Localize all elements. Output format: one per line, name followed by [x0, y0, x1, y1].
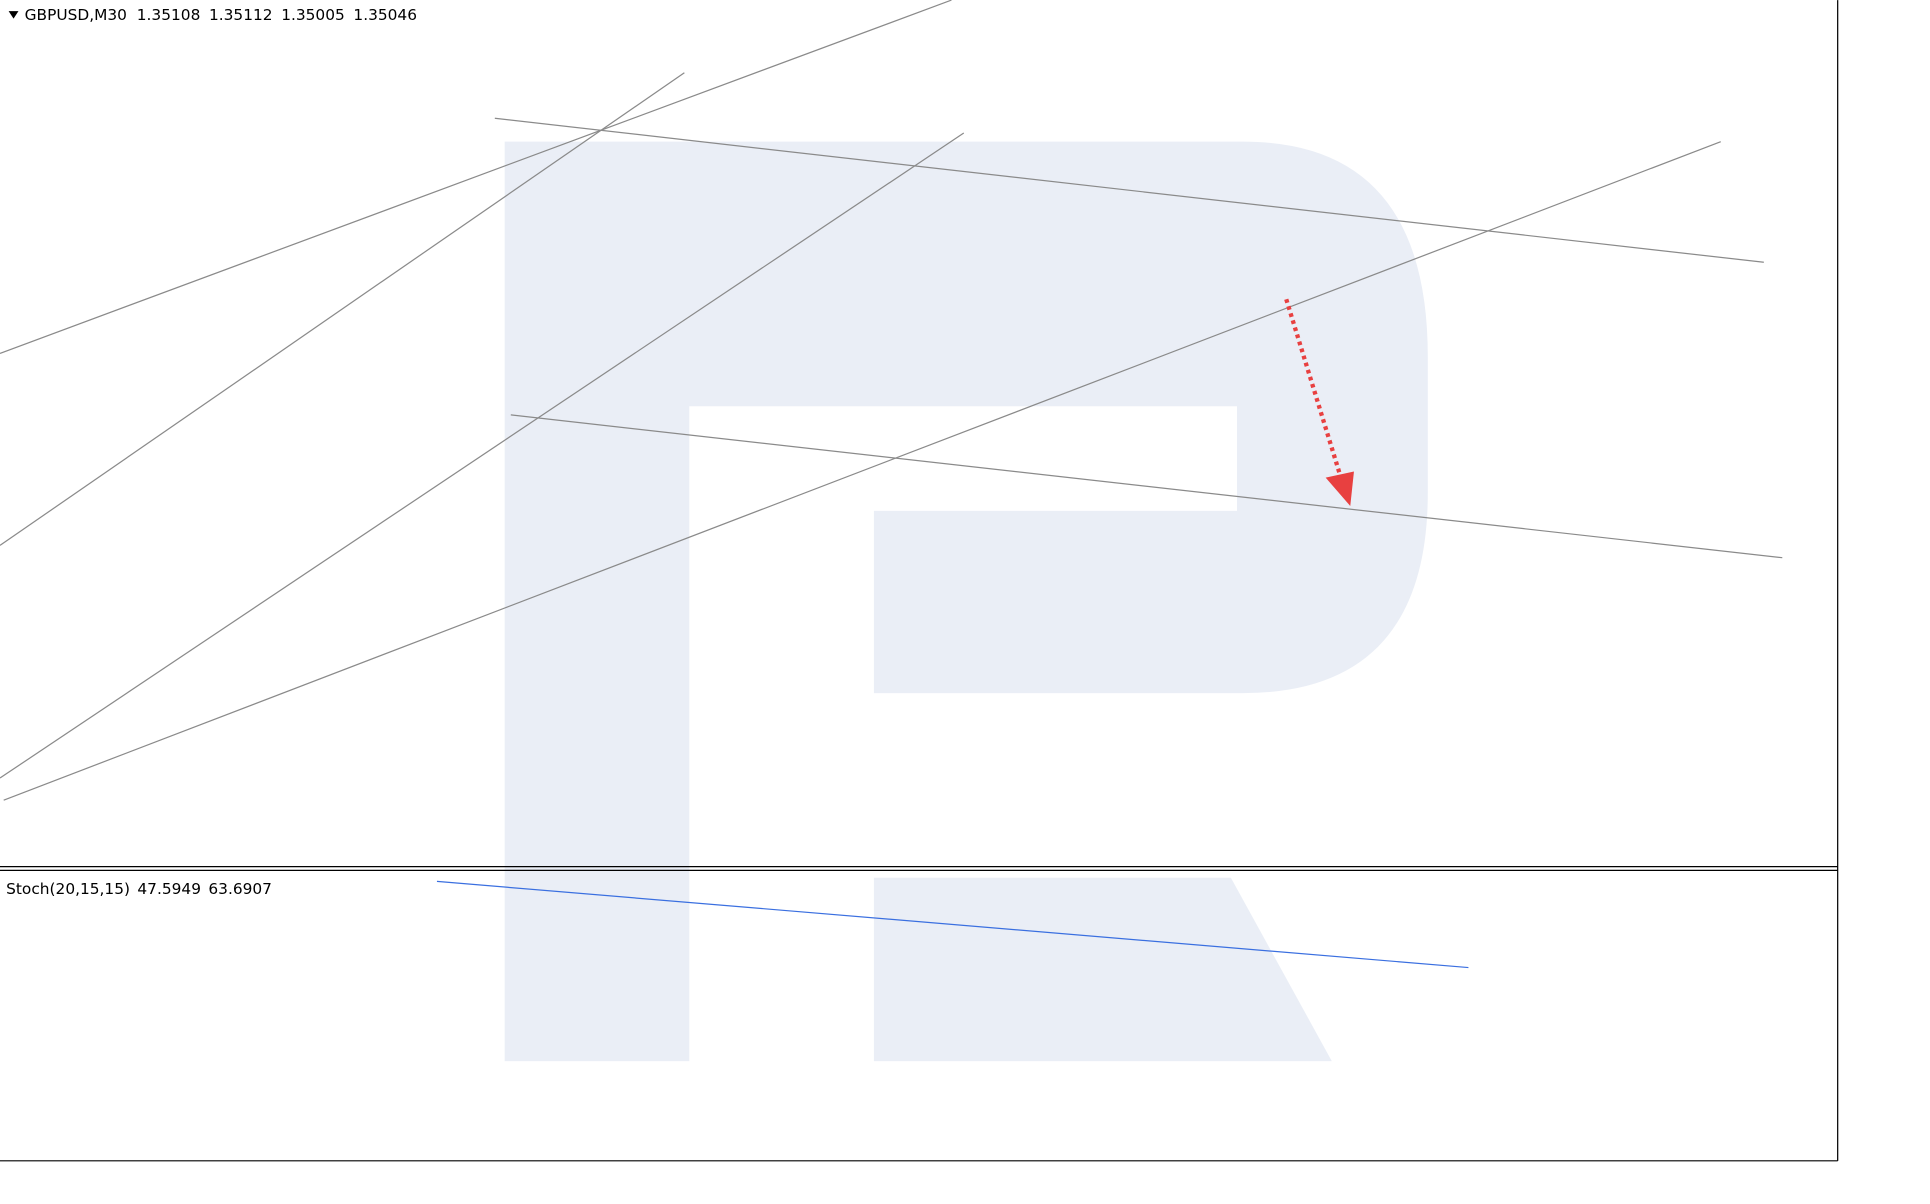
trend-line — [510, 414, 1783, 559]
indicator-header: Stoch(20,15,15) 47.5949 63.6907 — [6, 879, 272, 897]
indicator-signal: 63.6907 — [208, 879, 272, 897]
watermark-logo — [504, 141, 1428, 1062]
symbol: GBPUSD,M30 — [25, 5, 127, 23]
quote-open: 1.35108 — [137, 5, 201, 23]
dropdown-icon[interactable] — [8, 11, 19, 19]
trend-line — [0, 72, 685, 546]
quote-low: 1.35005 — [281, 5, 345, 23]
trend-line — [3, 141, 1721, 801]
trend-lines — [0, 0, 1783, 801]
forecast-arrowhead — [1325, 471, 1354, 506]
chart-header: GBPUSD,M30 1.35108 1.35112 1.35005 1.35046 — [25, 5, 417, 23]
watermark-logo-leg — [873, 877, 1332, 1062]
quote-high: 1.35112 — [209, 5, 273, 23]
trend-line — [0, 132, 965, 779]
indicator-title: Stoch(20,15,15) — [6, 879, 130, 897]
indicator-main: 47.5949 — [137, 879, 201, 897]
trend-line — [0, 0, 952, 354]
stoch-trend-line — [436, 880, 1469, 969]
quote-close: 1.35046 — [353, 5, 417, 23]
forecast-arrow — [1284, 298, 1344, 481]
trend-line — [494, 117, 1764, 263]
